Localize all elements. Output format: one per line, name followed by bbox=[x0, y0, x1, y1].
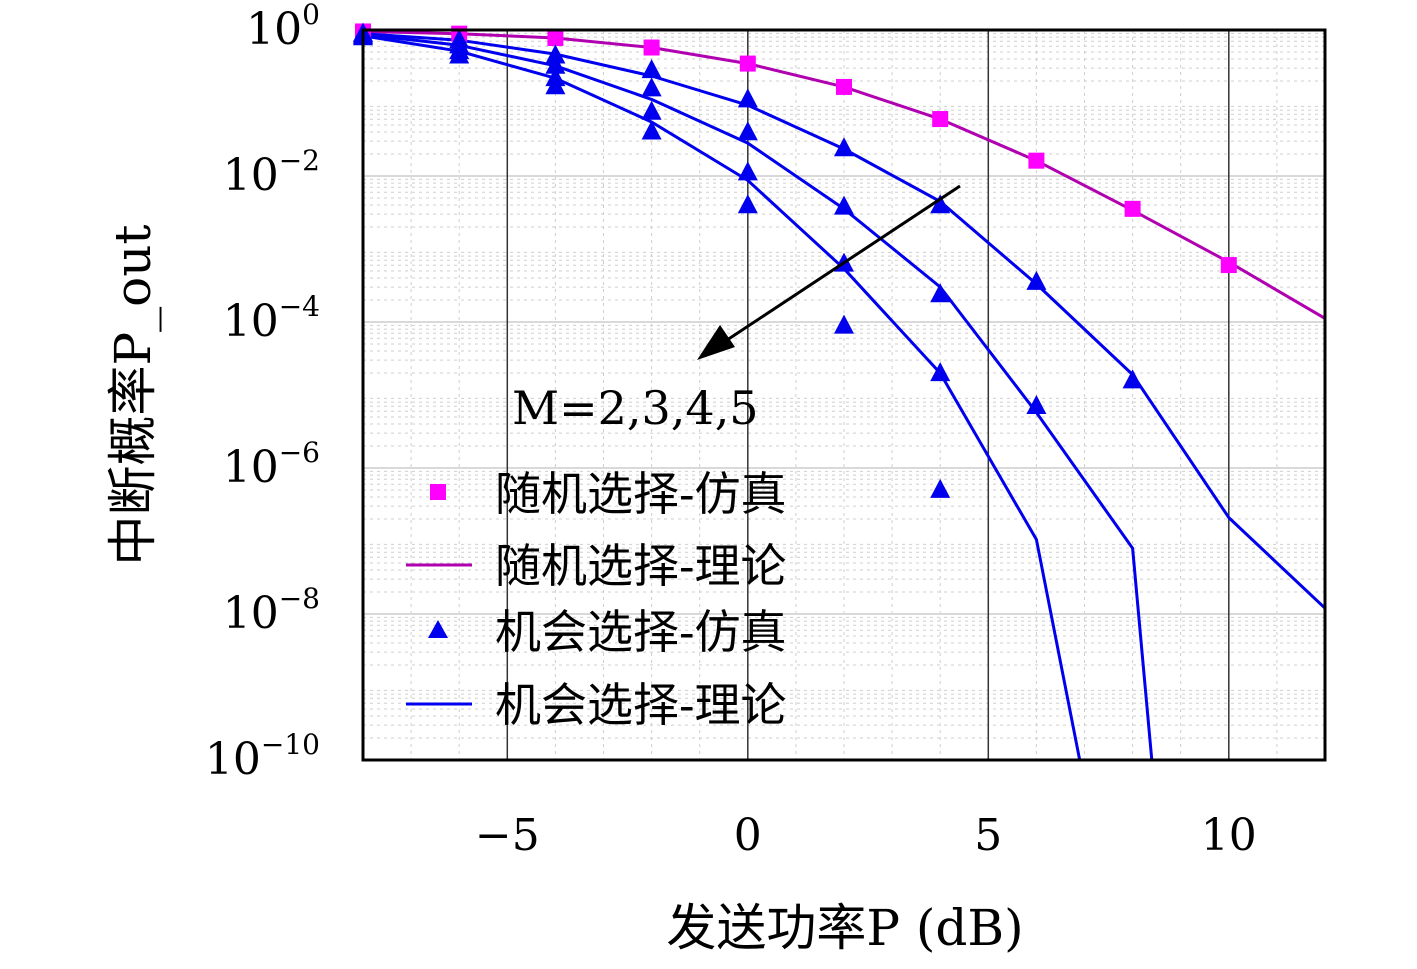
y-tick-base: 10 bbox=[223, 150, 279, 201]
annotation-label: M=2,3,4,5 bbox=[512, 381, 759, 435]
legend-label-opportunistic-sim: 机会选择-仿真 bbox=[495, 605, 787, 659]
y-tick-base: 10 bbox=[205, 734, 261, 785]
y-tick-label: 10−10 bbox=[205, 728, 320, 785]
data-point-square bbox=[932, 111, 949, 128]
legend: 随机选择-仿真 随机选择-理论 机会选择-仿真 机会选择-理论 bbox=[406, 467, 787, 732]
x-tick-label: 10 bbox=[1201, 810, 1257, 861]
data-point-square bbox=[739, 55, 756, 72]
data-point-square bbox=[1220, 257, 1237, 274]
y-axis-label: 中断概率P_out bbox=[104, 224, 162, 565]
y-tick-exponent: −6 bbox=[279, 436, 320, 469]
data-point-triangle bbox=[1122, 369, 1143, 389]
data-point-square bbox=[643, 39, 660, 56]
data-point-triangle bbox=[641, 59, 662, 79]
y-tick-label: 10−2 bbox=[223, 144, 320, 201]
data-point-triangle bbox=[545, 44, 566, 64]
data-point-triangle bbox=[930, 283, 951, 303]
data-point-triangle bbox=[737, 88, 758, 108]
y-tick-label: 10−8 bbox=[223, 582, 320, 639]
y-tick-exponent: −8 bbox=[279, 582, 320, 615]
data-point-triangle bbox=[930, 478, 951, 498]
data-point-triangle bbox=[834, 137, 854, 157]
data-point-triangle bbox=[930, 362, 951, 382]
plot-area-frame bbox=[361, 28, 1327, 762]
y-tick-label: 10−4 bbox=[223, 290, 320, 347]
series-markers bbox=[353, 22, 1237, 498]
annotation-arrow bbox=[697, 184, 961, 360]
legend-label-opportunistic-theory: 机会选择-理论 bbox=[495, 678, 787, 732]
data-point-triangle bbox=[834, 195, 854, 215]
data-point-triangle bbox=[737, 121, 758, 141]
data-point-triangle bbox=[641, 120, 662, 140]
data-point-triangle bbox=[545, 75, 566, 95]
y-tick-exponent: −2 bbox=[279, 144, 320, 177]
data-point-square bbox=[547, 30, 564, 47]
series-line bbox=[363, 32, 1154, 760]
series-line bbox=[363, 34, 1082, 760]
data-point-triangle bbox=[1026, 270, 1047, 290]
y-tick-exponent: −4 bbox=[279, 290, 320, 323]
data-point-triangle bbox=[641, 100, 662, 120]
legend-marker-square bbox=[430, 484, 446, 500]
y-tick-base: 10 bbox=[223, 442, 279, 493]
x-tick-label: 0 bbox=[734, 810, 762, 861]
data-point-triangle bbox=[834, 314, 854, 334]
data-point-triangle bbox=[641, 77, 662, 97]
annotation-arrowhead bbox=[697, 325, 735, 360]
x-tick-label: 5 bbox=[974, 810, 1002, 861]
x-tick-labels: −5 0 5 10 bbox=[475, 810, 1257, 861]
data-point-triangle bbox=[930, 194, 951, 214]
data-point-triangle bbox=[737, 194, 758, 214]
legend-label-random-theory: 随机选择-理论 bbox=[495, 539, 787, 593]
data-point-triangle bbox=[1026, 394, 1047, 414]
y-tick-exponent: −10 bbox=[261, 728, 320, 761]
y-tick-label: 100 bbox=[246, 0, 320, 55]
data-point-triangle bbox=[737, 161, 758, 181]
data-point-triangle bbox=[545, 54, 566, 74]
y-tick-base: 10 bbox=[223, 296, 279, 347]
y-tick-exponent: 0 bbox=[302, 0, 320, 31]
x-axis-label: 发送功率P (dB) bbox=[666, 899, 1023, 957]
data-point-square bbox=[836, 78, 852, 95]
y-tick-base: 10 bbox=[246, 4, 302, 55]
data-point-square bbox=[1028, 152, 1045, 169]
y-tick-label: 10−6 bbox=[223, 436, 320, 493]
legend-marker-triangle bbox=[428, 620, 448, 638]
x-tick-label: −5 bbox=[475, 810, 540, 861]
data-point-square bbox=[1124, 200, 1141, 217]
y-tick-base: 10 bbox=[223, 588, 279, 639]
annotation-arrow-shaft bbox=[717, 184, 961, 348]
legend-label-random-sim: 随机选择-仿真 bbox=[495, 467, 787, 521]
data-point-triangle bbox=[449, 44, 470, 64]
